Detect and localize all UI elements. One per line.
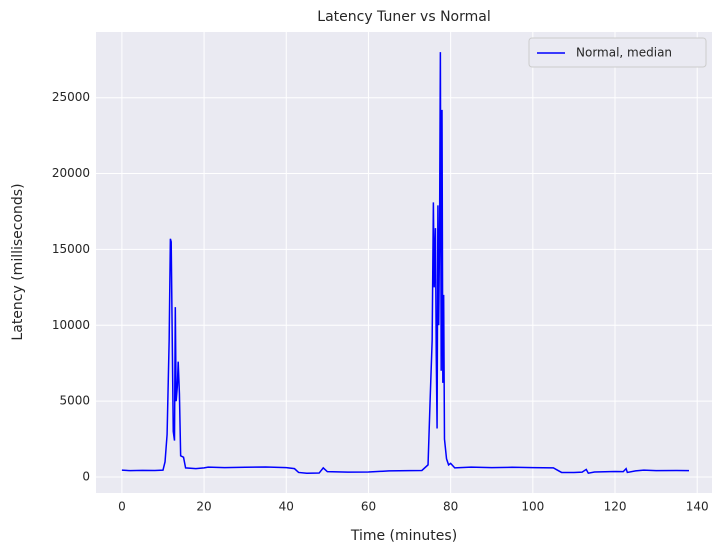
y-axis-label: Latency (milliseconds) bbox=[10, 183, 26, 340]
y-tick-label: 15000 bbox=[52, 242, 90, 256]
plot-area bbox=[96, 32, 712, 493]
chart-title: Latency Tuner vs Normal bbox=[317, 9, 490, 25]
x-tick-label: 100 bbox=[521, 500, 544, 514]
y-tick-label: 10000 bbox=[52, 318, 90, 332]
x-axis-label: Time (minutes) bbox=[350, 528, 457, 544]
y-tick-label: 25000 bbox=[52, 90, 90, 104]
legend-box bbox=[528, 37, 707, 68]
y-tick-label: 20000 bbox=[52, 166, 90, 180]
x-tick-label: 140 bbox=[686, 500, 709, 514]
x-tick-label: 40 bbox=[279, 500, 294, 514]
x-tick-label: 120 bbox=[604, 500, 627, 514]
legend-label: Normal, median bbox=[576, 46, 672, 60]
y-tick-label: 5000 bbox=[59, 394, 90, 408]
x-tick-label: 20 bbox=[196, 500, 211, 514]
x-tick-label: 0 bbox=[118, 500, 126, 514]
line bbox=[121, 52, 689, 475]
x-tick-label: 80 bbox=[443, 500, 458, 514]
y-tick-label: 0 bbox=[82, 469, 90, 483]
x-tick-label: 60 bbox=[361, 500, 376, 514]
